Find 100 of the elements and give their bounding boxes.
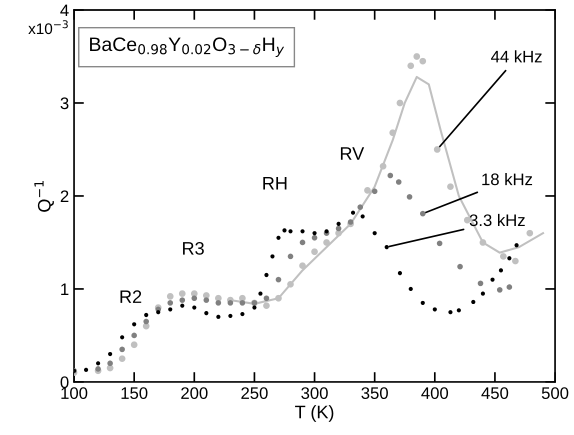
point: [336, 226, 342, 232]
point: [448, 310, 453, 314]
point: [299, 262, 306, 270]
point: [388, 172, 394, 178]
point: [526, 230, 534, 236]
point: [288, 254, 294, 260]
point: [384, 245, 389, 250]
annotation: RV: [340, 147, 364, 160]
point: [228, 300, 234, 306]
point: [108, 352, 112, 356]
point: [514, 243, 519, 248]
point: [480, 239, 486, 246]
point: [380, 162, 386, 170]
point: [143, 318, 149, 324]
annotation: R2: [120, 290, 142, 303]
point: [107, 360, 113, 366]
point: [348, 219, 354, 225]
x-tick-label: 100: [61, 387, 88, 400]
point: [396, 179, 402, 185]
point: [118, 355, 126, 362]
point: [447, 183, 454, 190]
y-axis-title: Q$^{−1}$: [34, 180, 54, 212]
y-tick-label: 3: [60, 97, 68, 110]
text: 18 kHz: [482, 172, 532, 186]
point: [216, 314, 220, 319]
point: [264, 295, 270, 302]
point: [204, 311, 208, 316]
point: [407, 62, 414, 70]
point: [252, 305, 257, 310]
point: [96, 361, 100, 366]
x-tick-label: 450: [481, 387, 508, 400]
point: [457, 264, 463, 270]
point: [498, 268, 504, 272]
x-tick-label: 350: [361, 387, 388, 400]
point: [263, 302, 270, 310]
point: [240, 300, 246, 306]
point: [471, 300, 476, 304]
x-axis-title: T (K): [295, 405, 334, 422]
point: [275, 294, 282, 302]
point: [406, 194, 412, 200]
point: [300, 229, 305, 234]
point: [312, 235, 318, 241]
point: [119, 346, 125, 352]
point: [512, 258, 519, 264]
point: [179, 297, 186, 303]
point: [166, 293, 174, 300]
point: [178, 290, 186, 297]
point: [360, 214, 365, 219]
point: [478, 280, 484, 286]
point: [192, 305, 196, 310]
x-tick-label: 500: [542, 387, 568, 400]
point: [240, 312, 244, 316]
annotation: RH: [263, 177, 286, 190]
annotation: R3: [183, 242, 204, 255]
point: [500, 253, 507, 260]
y-tick-label: 1: [61, 284, 68, 295]
point: [282, 228, 287, 232]
point: [432, 307, 437, 312]
point: [372, 188, 378, 194]
point: [204, 297, 210, 303]
point: [180, 304, 184, 308]
x-tick-label: 400: [421, 387, 448, 400]
point: [84, 368, 88, 372]
point: [95, 366, 101, 372]
text: 44 kHz: [491, 50, 542, 62]
point: [413, 53, 420, 60]
x-tick-label: 250: [241, 387, 268, 400]
point: [288, 229, 293, 234]
point: [496, 287, 503, 293]
point: [490, 278, 495, 282]
point: [311, 248, 318, 256]
point: [398, 271, 402, 276]
point: [300, 240, 306, 246]
point: [420, 210, 426, 216]
point: [480, 292, 485, 296]
text: BaCe$_{0.98}$Y$_{0.02}$O$_{3−δ}$H$_{y}$: [90, 37, 284, 57]
y-tick-label: 2: [60, 190, 68, 202]
x-tick-label: 150: [122, 387, 148, 400]
point: [192, 295, 198, 302]
point: [276, 276, 282, 282]
point: [396, 100, 404, 106]
point: [350, 210, 356, 215]
point: [456, 308, 461, 312]
point: [131, 332, 137, 338]
point: [276, 236, 281, 240]
point: [408, 286, 413, 292]
point: [132, 322, 136, 326]
point: [324, 229, 329, 234]
x-tick-label: 300: [301, 387, 328, 400]
point: [120, 335, 124, 340]
series-label: 3.3 kHz: [470, 214, 525, 226]
point: [389, 129, 396, 136]
y-tick-label: 4: [60, 4, 69, 16]
point: [167, 300, 174, 306]
point: [420, 300, 425, 305]
point: [228, 314, 232, 318]
point: [216, 300, 222, 306]
point: [130, 341, 138, 348]
text: x10$^{−3}$: [28, 20, 68, 34]
point: [156, 310, 160, 314]
